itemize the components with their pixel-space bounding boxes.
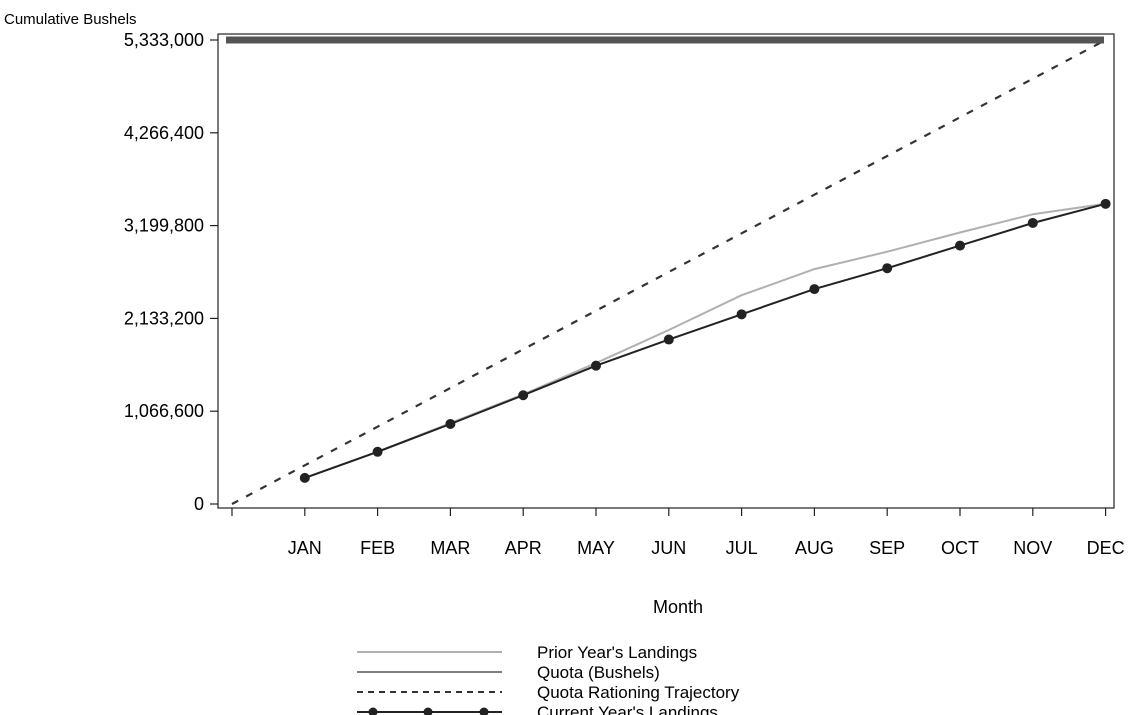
plot-frame	[217, 33, 1115, 509]
series-line-3	[304, 202, 1106, 479]
x-tick-label: AUG	[795, 538, 834, 558]
data-point	[518, 390, 529, 401]
y-tick-label: 3,199,800	[124, 216, 204, 236]
data-point	[955, 240, 965, 251]
data-point	[809, 284, 820, 295]
x-tick-label: SEP	[869, 538, 905, 558]
x-tick-label: JUN	[651, 538, 686, 558]
x-tick-label: APR	[505, 538, 542, 558]
data-point	[372, 446, 383, 457]
series-line-0	[304, 202, 1106, 479]
y-tick-label: 0	[194, 494, 204, 514]
legend-label-2: Quota Rationing Trajectory	[537, 683, 740, 702]
legend-marker	[368, 707, 378, 715]
series-line-2	[231, 39, 1107, 505]
x-tick-label: JAN	[288, 538, 322, 558]
y-tick-label: 1,066,600	[124, 401, 204, 421]
legend-marker	[423, 707, 433, 715]
legend-label-3: Current Year's Landings	[537, 703, 718, 715]
y-tick-label: 5,333,000	[124, 30, 204, 50]
legend-marker	[479, 707, 489, 715]
data-point	[1027, 217, 1038, 228]
legend-label-0: Prior Year's Landings	[537, 643, 697, 662]
data-point	[1100, 198, 1111, 209]
data-point	[445, 418, 456, 429]
x-axis-label: Month	[653, 597, 703, 617]
data-point	[663, 334, 674, 345]
y-axis-label: Cumulative Bushels	[4, 11, 137, 28]
legend-label-1: Quota (Bushels)	[537, 663, 660, 682]
x-tick-label: OCT	[941, 538, 979, 558]
y-tick-label: 2,133,200	[124, 308, 204, 328]
data-point	[736, 309, 747, 320]
x-tick-label: JUL	[726, 538, 758, 558]
data-point	[299, 472, 310, 483]
series-layer	[226, 36, 1111, 505]
y-axis: 0 1,066,600 2,133,200 3,199,800 4,266,400 5,3…	[124, 30, 218, 514]
x-tick-label: DEC	[1087, 538, 1125, 558]
x-tick-label: MAR	[430, 538, 470, 558]
y-tick-label: 4,266,400	[124, 123, 204, 143]
x-tick-label: NOV	[1013, 538, 1052, 558]
x-tick-label: FEB	[360, 538, 395, 558]
data-point	[882, 263, 893, 274]
x-axis: JAN FEB MAR APR MAY JUN JUL AUG SEP OCT NOV DEC	[231, 508, 1125, 558]
x-tick-label: MAY	[577, 538, 615, 558]
data-point	[591, 360, 601, 371]
